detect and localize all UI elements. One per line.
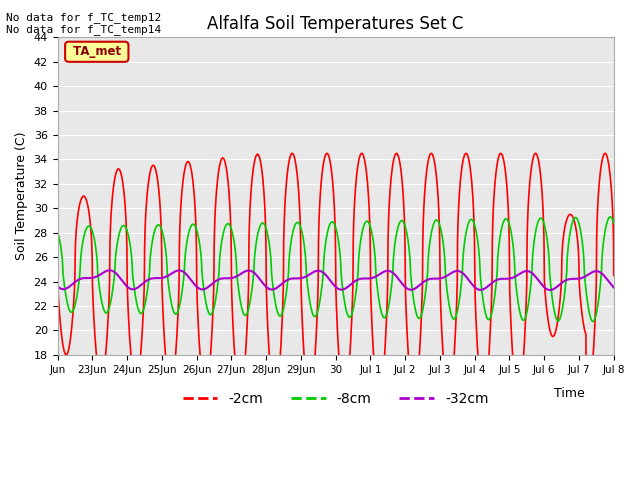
Text: TA_met: TA_met xyxy=(68,45,125,58)
Title: Alfalfa Soil Temperatures Set C: Alfalfa Soil Temperatures Set C xyxy=(207,15,464,33)
Y-axis label: Soil Temperature (C): Soil Temperature (C) xyxy=(15,132,28,260)
Text: No data for f_TC_temp12: No data for f_TC_temp12 xyxy=(6,12,162,23)
X-axis label: Time: Time xyxy=(554,386,584,399)
Legend: -2cm, -8cm, -32cm: -2cm, -8cm, -32cm xyxy=(177,386,494,411)
Text: No data for f_TC_temp14: No data for f_TC_temp14 xyxy=(6,24,162,35)
